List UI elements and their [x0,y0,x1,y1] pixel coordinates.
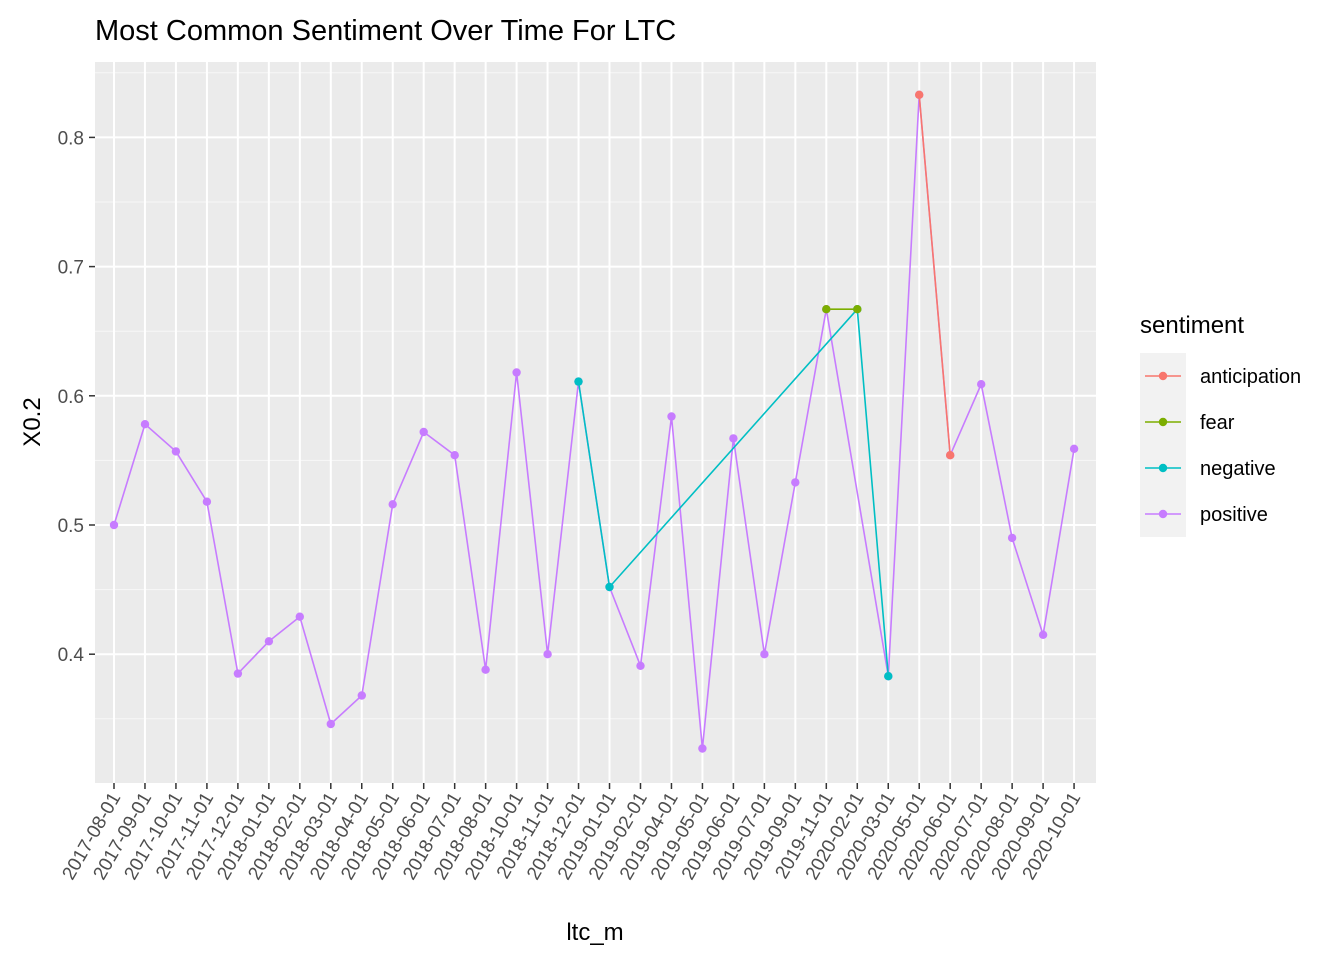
data-point-positive [636,661,645,670]
data-point-positive [388,500,397,509]
data-point-positive [109,520,119,530]
data-point-positive [760,650,769,659]
data-point-positive [791,478,800,487]
data-point-positive [295,612,304,621]
y-tick-label: 0.8 [58,128,84,149]
y-tick-label: 0.5 [58,516,84,537]
y-axis: 0.4 0.5 0.6 0.7 0.8 [58,128,95,666]
x-axis-title: ltc_m [566,919,623,946]
data-point-anticipation [946,451,955,460]
data-point-positive [264,637,274,646]
data-point-positive [698,744,707,753]
data-point-positive [140,420,150,429]
legend-label-anticipation: anticipation [1200,366,1301,388]
y-tick-label: 0.4 [58,645,85,666]
data-point-positive [667,412,676,421]
legend-key-point [1158,417,1168,427]
chart-title: Most Common Sentiment Over Time For LTC [95,15,676,47]
data-point-positive [1007,533,1017,543]
data-point-anticipation [915,90,924,100]
data-point-positive [202,497,212,506]
data-point-negative [574,377,583,386]
data-point-negative [884,672,893,681]
data-point-positive [419,427,428,437]
y-axis-title: X0.2 [19,397,46,446]
data-point-fear [822,305,831,314]
plot-panel [95,62,1096,783]
series-line-negative [577,307,890,677]
legend-key-point [1158,463,1168,473]
data-point-positive [1038,630,1048,639]
data-point-positive [512,368,521,377]
data-point-positive [543,650,552,659]
legend-key-point [1158,371,1168,381]
data-point-negative [605,582,614,592]
data-point-positive [326,719,335,729]
data-point-positive [233,669,243,678]
legend-label-positive: positive [1200,504,1268,526]
y-tick-label: 0.7 [58,258,84,279]
legend-label-fear: fear [1200,412,1235,434]
legend: sentiment anticipation fear negative positi… [1140,312,1301,537]
y-tick-label: 0.6 [58,387,84,408]
legend-key-point [1158,509,1168,519]
data-point-fear [853,305,862,314]
x-axis: 2017-08-012017-09-012017-10-012017-11-01… [59,783,1085,884]
data-point-positive [977,380,986,389]
data-point-positive [1069,444,1079,453]
data-point-positive [450,451,459,460]
data-point-positive [357,691,366,700]
points-layer [109,90,1079,753]
series-line-anticipation [918,94,951,456]
legend-title: sentiment [1140,312,1244,339]
data-point-positive [171,447,181,456]
data-point-positive [481,665,490,674]
legend-label-negative: negative [1200,458,1276,480]
data-point-positive [729,434,738,443]
